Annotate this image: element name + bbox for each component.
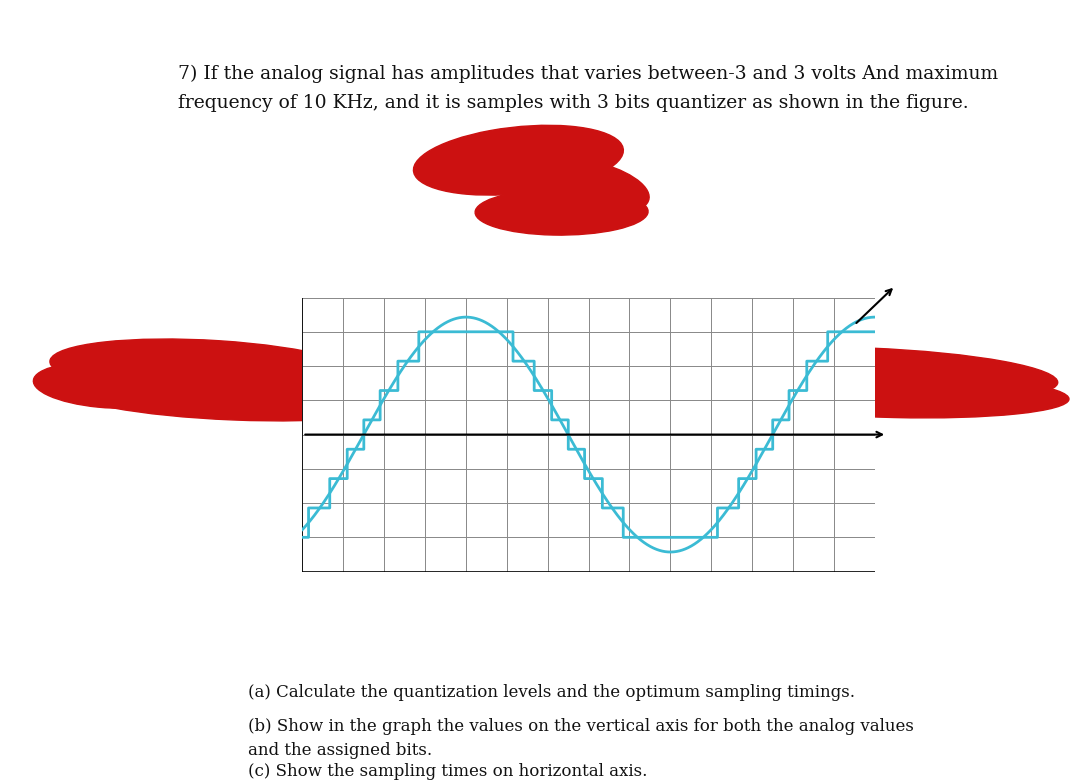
- Ellipse shape: [33, 363, 183, 408]
- Ellipse shape: [528, 158, 649, 214]
- Ellipse shape: [66, 370, 409, 421]
- Ellipse shape: [475, 189, 648, 235]
- Text: (b) Show in the graph the values on the vertical axis for both the analog values: (b) Show in the graph the values on the …: [248, 718, 915, 759]
- Text: (a) Calculate the quantization levels and the optimum sampling timings.: (a) Calculate the quantization levels an…: [248, 684, 855, 701]
- Ellipse shape: [50, 339, 372, 402]
- Ellipse shape: [702, 370, 810, 410]
- Ellipse shape: [724, 373, 1069, 418]
- Text: 7) If the analog signal has amplitudes that varies between-3 and 3 volts And max: 7) If the analog signal has amplitudes t…: [178, 64, 998, 112]
- Text: (c) Show the sampling times on horizontal axis.: (c) Show the sampling times on horizonta…: [248, 763, 648, 780]
- Ellipse shape: [671, 347, 1057, 403]
- Ellipse shape: [414, 125, 623, 195]
